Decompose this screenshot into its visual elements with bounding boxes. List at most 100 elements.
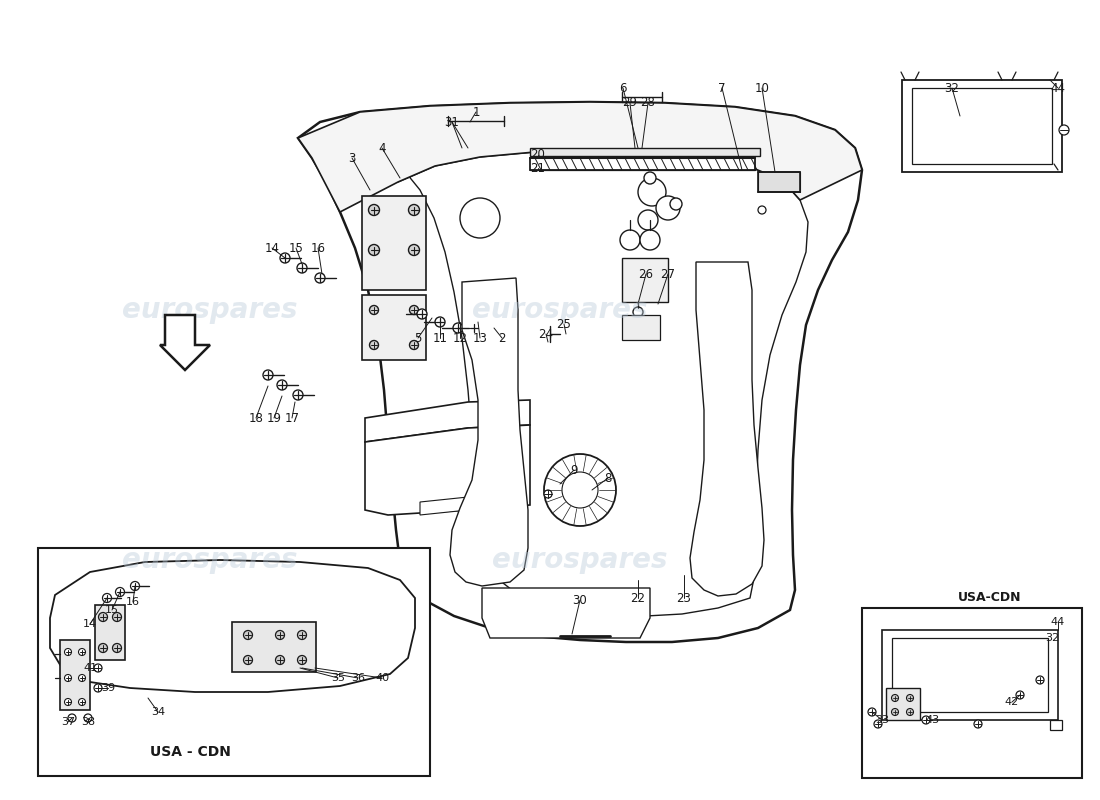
Text: 44: 44 bbox=[1050, 82, 1066, 94]
Circle shape bbox=[370, 341, 378, 350]
Polygon shape bbox=[365, 425, 530, 515]
Text: 15: 15 bbox=[288, 242, 304, 254]
Circle shape bbox=[280, 253, 290, 263]
Circle shape bbox=[116, 587, 124, 597]
Circle shape bbox=[891, 709, 899, 715]
Text: 37: 37 bbox=[60, 717, 75, 727]
Text: USA-CDN: USA-CDN bbox=[958, 591, 1022, 604]
Circle shape bbox=[632, 307, 644, 317]
Circle shape bbox=[1059, 125, 1069, 135]
Polygon shape bbox=[298, 102, 862, 212]
Circle shape bbox=[434, 317, 446, 327]
Circle shape bbox=[293, 390, 303, 400]
Text: 43: 43 bbox=[925, 715, 939, 725]
Text: 7: 7 bbox=[718, 82, 726, 94]
Polygon shape bbox=[398, 151, 808, 616]
Circle shape bbox=[99, 643, 108, 653]
Polygon shape bbox=[882, 630, 1058, 720]
Text: 21: 21 bbox=[530, 162, 546, 174]
Circle shape bbox=[263, 370, 273, 380]
Circle shape bbox=[656, 196, 680, 220]
Text: 30: 30 bbox=[573, 594, 587, 606]
Polygon shape bbox=[892, 638, 1048, 712]
Text: 20: 20 bbox=[530, 149, 546, 162]
Circle shape bbox=[112, 613, 121, 622]
Polygon shape bbox=[362, 295, 426, 360]
Circle shape bbox=[78, 649, 86, 655]
Circle shape bbox=[868, 708, 876, 716]
Polygon shape bbox=[160, 315, 210, 370]
Circle shape bbox=[460, 198, 500, 238]
Circle shape bbox=[275, 655, 285, 665]
Circle shape bbox=[368, 245, 379, 255]
Circle shape bbox=[370, 306, 378, 314]
Circle shape bbox=[94, 664, 102, 672]
Circle shape bbox=[638, 210, 658, 230]
Circle shape bbox=[544, 490, 552, 498]
Text: eurospares: eurospares bbox=[493, 546, 668, 574]
Text: 44: 44 bbox=[1050, 617, 1065, 627]
Circle shape bbox=[408, 245, 419, 255]
Circle shape bbox=[922, 716, 930, 724]
Text: 14: 14 bbox=[264, 242, 279, 254]
Text: 26: 26 bbox=[638, 267, 653, 281]
Text: 28: 28 bbox=[640, 97, 656, 110]
Polygon shape bbox=[862, 608, 1082, 778]
Circle shape bbox=[131, 582, 140, 590]
Polygon shape bbox=[530, 158, 755, 170]
Circle shape bbox=[277, 380, 287, 390]
Text: 5: 5 bbox=[415, 331, 421, 345]
Circle shape bbox=[1036, 676, 1044, 684]
Circle shape bbox=[65, 649, 72, 655]
Text: 22: 22 bbox=[630, 591, 646, 605]
Circle shape bbox=[1016, 691, 1024, 699]
Polygon shape bbox=[912, 88, 1052, 164]
Circle shape bbox=[102, 594, 111, 602]
Circle shape bbox=[670, 198, 682, 210]
Circle shape bbox=[640, 230, 660, 250]
Circle shape bbox=[562, 472, 598, 508]
Text: 33: 33 bbox=[874, 715, 889, 725]
Polygon shape bbox=[95, 605, 125, 660]
Circle shape bbox=[453, 323, 463, 333]
Polygon shape bbox=[60, 640, 90, 710]
Text: 12: 12 bbox=[452, 331, 468, 345]
Circle shape bbox=[297, 263, 307, 273]
Text: 34: 34 bbox=[151, 707, 165, 717]
Circle shape bbox=[68, 714, 76, 722]
Text: 4: 4 bbox=[378, 142, 386, 154]
Text: 3: 3 bbox=[349, 151, 355, 165]
Polygon shape bbox=[1050, 720, 1062, 730]
Polygon shape bbox=[530, 148, 760, 156]
Circle shape bbox=[78, 674, 86, 682]
Text: 41: 41 bbox=[82, 663, 97, 673]
Circle shape bbox=[243, 655, 253, 665]
Text: USA - CDN: USA - CDN bbox=[150, 745, 230, 759]
Text: 42: 42 bbox=[1005, 697, 1019, 707]
Circle shape bbox=[974, 720, 982, 728]
Circle shape bbox=[906, 694, 913, 702]
Circle shape bbox=[297, 630, 307, 639]
Circle shape bbox=[544, 454, 616, 526]
Text: 35: 35 bbox=[331, 673, 345, 683]
Circle shape bbox=[112, 643, 121, 653]
Circle shape bbox=[891, 694, 899, 702]
Polygon shape bbox=[232, 622, 316, 672]
Text: 11: 11 bbox=[432, 331, 448, 345]
Circle shape bbox=[275, 630, 285, 639]
Circle shape bbox=[84, 714, 92, 722]
Text: 18: 18 bbox=[249, 411, 263, 425]
Text: 32: 32 bbox=[945, 82, 959, 94]
Text: 14: 14 bbox=[82, 619, 97, 629]
Text: 25: 25 bbox=[557, 318, 571, 330]
Text: eurospares: eurospares bbox=[472, 296, 648, 324]
Text: 40: 40 bbox=[375, 673, 389, 683]
Polygon shape bbox=[450, 278, 528, 586]
Polygon shape bbox=[420, 497, 468, 515]
Text: 36: 36 bbox=[351, 673, 365, 683]
Text: 27: 27 bbox=[660, 267, 675, 281]
Circle shape bbox=[644, 172, 656, 184]
Circle shape bbox=[78, 698, 86, 706]
Polygon shape bbox=[690, 262, 764, 596]
Circle shape bbox=[409, 306, 418, 314]
